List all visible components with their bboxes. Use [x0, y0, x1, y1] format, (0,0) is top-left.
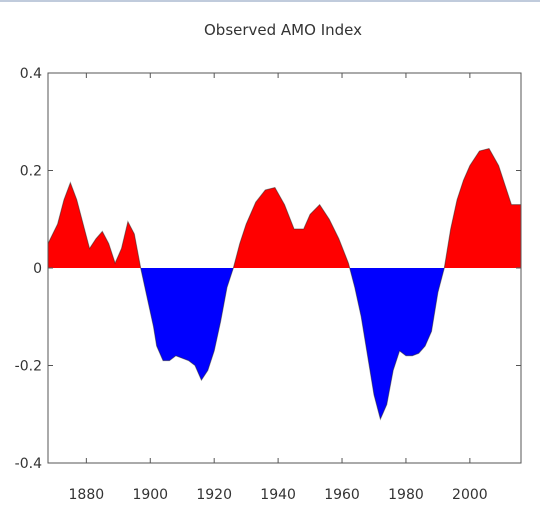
positive-anomaly-area [48, 148, 521, 268]
y-tick-label: 0.4 [20, 66, 42, 82]
x-tick-label: 1880 [69, 487, 105, 503]
x-tick-label: 1900 [132, 487, 168, 503]
top-border [0, 0, 540, 2]
x-axis: 1880 1900 1920 1940 1960 1980 2000 [69, 73, 488, 503]
x-tick-label: 1980 [388, 487, 424, 503]
plot-area [47, 147, 521, 421]
x-tick-label: 1940 [260, 487, 296, 503]
y-tick-label: 0.2 [20, 164, 42, 180]
x-tick-label: 1920 [196, 487, 232, 503]
chart-title: Observed AMO Index [204, 21, 362, 39]
y-tick-label: -0.4 [15, 456, 42, 472]
x-tick-label: 1960 [324, 487, 360, 503]
y-axis: 0.4 0.2 0 -0.2 -0.4 [15, 66, 521, 472]
y-tick-label: 0 [33, 261, 42, 277]
amo-index-line [47, 147, 521, 421]
negative-anomaly-area [48, 268, 521, 420]
x-tick-label: 2000 [452, 487, 488, 503]
y-tick-label: -0.2 [15, 359, 42, 375]
